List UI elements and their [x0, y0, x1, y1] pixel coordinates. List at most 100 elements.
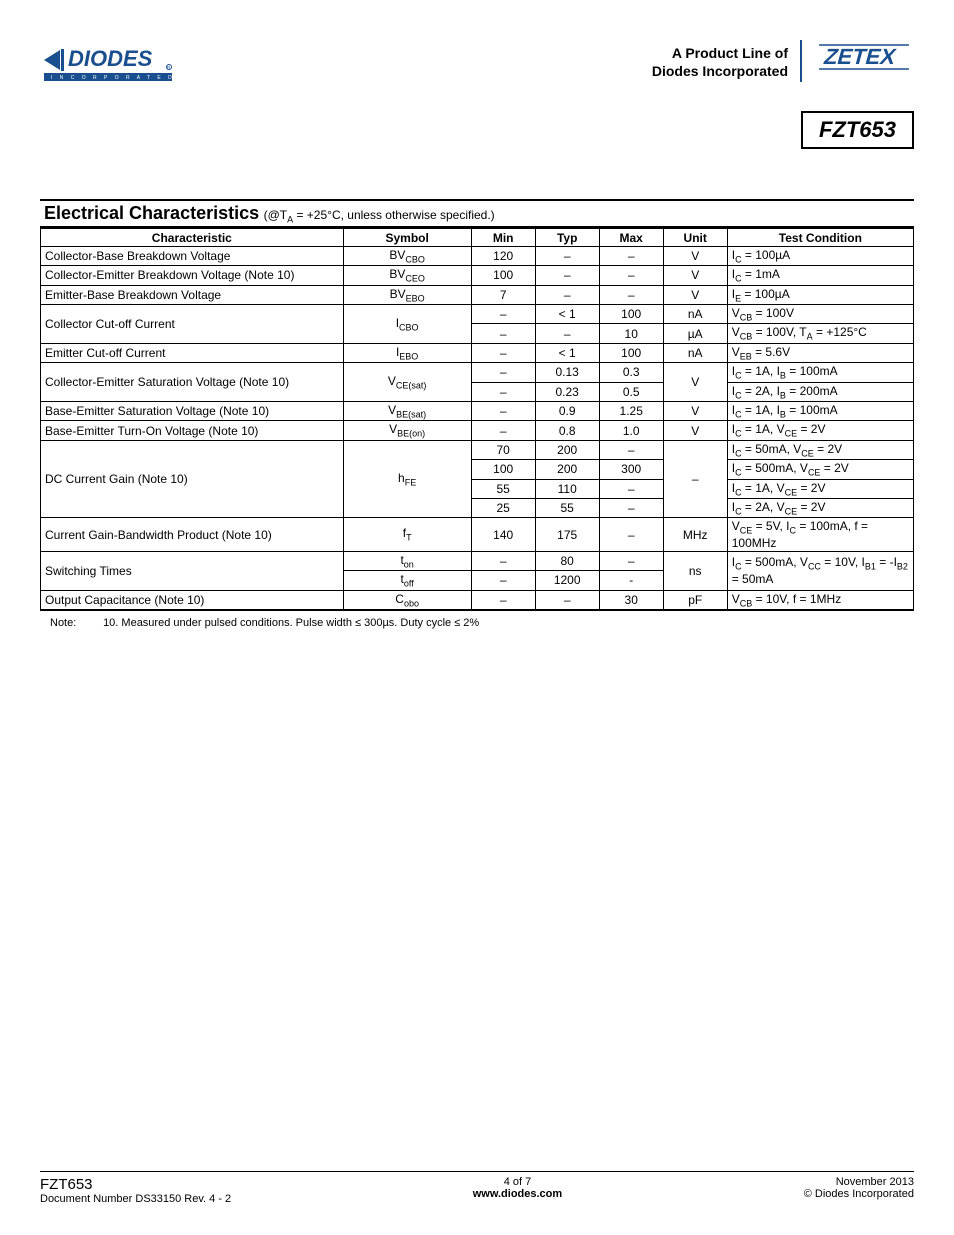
cell-max: –: [599, 285, 663, 304]
cell-min: –: [471, 324, 535, 343]
cell-condition: IC = 2A, VCE = 2V: [727, 498, 913, 517]
part-number: FZT653: [819, 117, 896, 142]
cell-condition: VCE = 5V, IC = 100mA, f = 100MHz: [727, 518, 913, 551]
cell-typ: < 1: [535, 305, 599, 324]
cell-symbol: BVEBO: [343, 285, 471, 304]
cell-max: –: [599, 518, 663, 551]
cell-condition: IC = 1A, VCE = 2V: [727, 421, 913, 440]
cell-symbol: VCE(sat): [343, 363, 471, 402]
cell-condition: IC = 50mA, VCE = 2V: [727, 440, 913, 459]
cell-typ: 0.9: [535, 402, 599, 421]
cell-typ: –: [535, 266, 599, 285]
col-max: Max: [599, 228, 663, 246]
cell-characteristic: Collector-Emitter Saturation Voltage (No…: [41, 363, 344, 402]
cell-unit: V: [663, 285, 727, 304]
cell-typ: 175: [535, 518, 599, 551]
cell-condition: VEB = 5.6V: [727, 343, 913, 362]
table-row: Collector-Emitter Breakdown Voltage (Not…: [41, 266, 914, 285]
page-footer: FZT653 Document Number DS33150 Rev. 4 - …: [40, 1171, 914, 1205]
cell-max: –: [599, 440, 663, 459]
cell-max: 1.0: [599, 421, 663, 440]
table-row: Collector-Emitter Saturation Voltage (No…: [41, 363, 914, 382]
cell-unit: V: [663, 266, 727, 285]
cell-characteristic: Base-Emitter Saturation Voltage (Note 10…: [41, 402, 344, 421]
col-typ: Typ: [535, 228, 599, 246]
cell-symbol: hFE: [343, 440, 471, 518]
svg-text:DIODES: DIODES: [68, 46, 153, 71]
footer-copyright: © Diodes Incorporated: [804, 1188, 914, 1200]
cell-characteristic: Collector-Emitter Breakdown Voltage (Not…: [41, 266, 344, 285]
cell-typ: 55: [535, 498, 599, 517]
cell-min: –: [471, 402, 535, 421]
col-characteristic: Characteristic: [41, 228, 344, 246]
part-number-box: FZT653: [801, 111, 914, 149]
cell-typ: –: [535, 285, 599, 304]
section-title: Electrical Characteristics: [44, 203, 259, 223]
cell-unit: V: [663, 246, 727, 265]
cell-condition: IC = 500mA, VCE = 2V: [727, 460, 913, 479]
cell-condition: IC = 1A, IB = 100mA: [727, 363, 913, 382]
col-symbol: Symbol: [343, 228, 471, 246]
col-condition: Test Condition: [727, 228, 913, 246]
note-row: Note: 10. Measured under pulsed conditio…: [40, 617, 914, 629]
note-text: 10. Measured under pulsed conditions. Pu…: [103, 617, 479, 629]
cell-max: 300: [599, 460, 663, 479]
cell-min: –: [471, 571, 535, 590]
cell-typ: 0.8: [535, 421, 599, 440]
col-min: Min: [471, 228, 535, 246]
cell-max: 30: [599, 590, 663, 610]
cell-characteristic: Emitter-Base Breakdown Voltage: [41, 285, 344, 304]
footer-part: FZT653: [40, 1176, 231, 1193]
cell-characteristic: Collector Cut-off Current: [41, 305, 344, 344]
cell-min: –: [471, 590, 535, 610]
footer-date: November 2013: [804, 1176, 914, 1188]
cell-characteristic: Current Gain-Bandwidth Product (Note 10): [41, 518, 344, 551]
cell-max: -: [599, 571, 663, 590]
cell-min: 25: [471, 498, 535, 517]
cell-min: 100: [471, 266, 535, 285]
cell-typ: –: [535, 324, 599, 343]
characteristics-table: Characteristic Symbol Min Typ Max Unit T…: [40, 227, 914, 611]
cell-max: –: [599, 551, 663, 570]
cell-max: 0.5: [599, 382, 663, 401]
footer-page: 4 of 7: [473, 1176, 562, 1188]
table-header-row: Characteristic Symbol Min Typ Max Unit T…: [41, 228, 914, 246]
cell-condition: IE = 100µA: [727, 285, 913, 304]
cell-condition: VCB = 100V, TA = +125°C: [727, 324, 913, 343]
tagline: A Product Line of Diodes Incorporated: [652, 40, 788, 80]
cell-min: –: [471, 363, 535, 382]
col-unit: Unit: [663, 228, 727, 246]
table-row: Collector-Base Breakdown VoltageBVCBO120…: [41, 246, 914, 265]
page-header: DIODES R I N C O R P O R A T E D A Produ…: [40, 40, 914, 93]
cell-unit: nA: [663, 343, 727, 362]
cell-condition: IC = 1A, IB = 100mA: [727, 402, 913, 421]
cell-min: –: [471, 421, 535, 440]
table-row: Emitter Cut-off CurrentIEBO–< 1100nAVEB …: [41, 343, 914, 362]
cell-symbol: IEBO: [343, 343, 471, 362]
cell-characteristic: Collector-Base Breakdown Voltage: [41, 246, 344, 265]
cell-symbol: VBE(sat): [343, 402, 471, 421]
cell-unit: –: [663, 440, 727, 518]
footer-doc: Document Number DS33150 Rev. 4 - 2: [40, 1193, 231, 1205]
cell-max: 1.25: [599, 402, 663, 421]
cell-min: 120: [471, 246, 535, 265]
cell-condition: IC = 1A, VCE = 2V: [727, 479, 913, 498]
cell-symbol: ton: [343, 551, 471, 570]
cell-condition: IC = 100µA: [727, 246, 913, 265]
cell-characteristic: Output Capacitance (Note 10): [41, 590, 344, 610]
cell-typ: 110: [535, 479, 599, 498]
cell-max: 100: [599, 305, 663, 324]
cell-characteristic: Switching Times: [41, 551, 344, 590]
cell-unit: V: [663, 363, 727, 402]
cell-unit: ns: [663, 551, 727, 590]
cell-max: –: [599, 266, 663, 285]
tagline-line1: A Product Line of: [652, 44, 788, 62]
note-label: Note:: [50, 617, 100, 629]
cell-symbol: ICBO: [343, 305, 471, 344]
cell-symbol: Cobo: [343, 590, 471, 610]
cell-max: –: [599, 498, 663, 517]
header-divider: [800, 40, 802, 82]
cell-typ: 200: [535, 460, 599, 479]
tagline-line2: Diodes Incorporated: [652, 62, 788, 80]
cell-max: –: [599, 479, 663, 498]
